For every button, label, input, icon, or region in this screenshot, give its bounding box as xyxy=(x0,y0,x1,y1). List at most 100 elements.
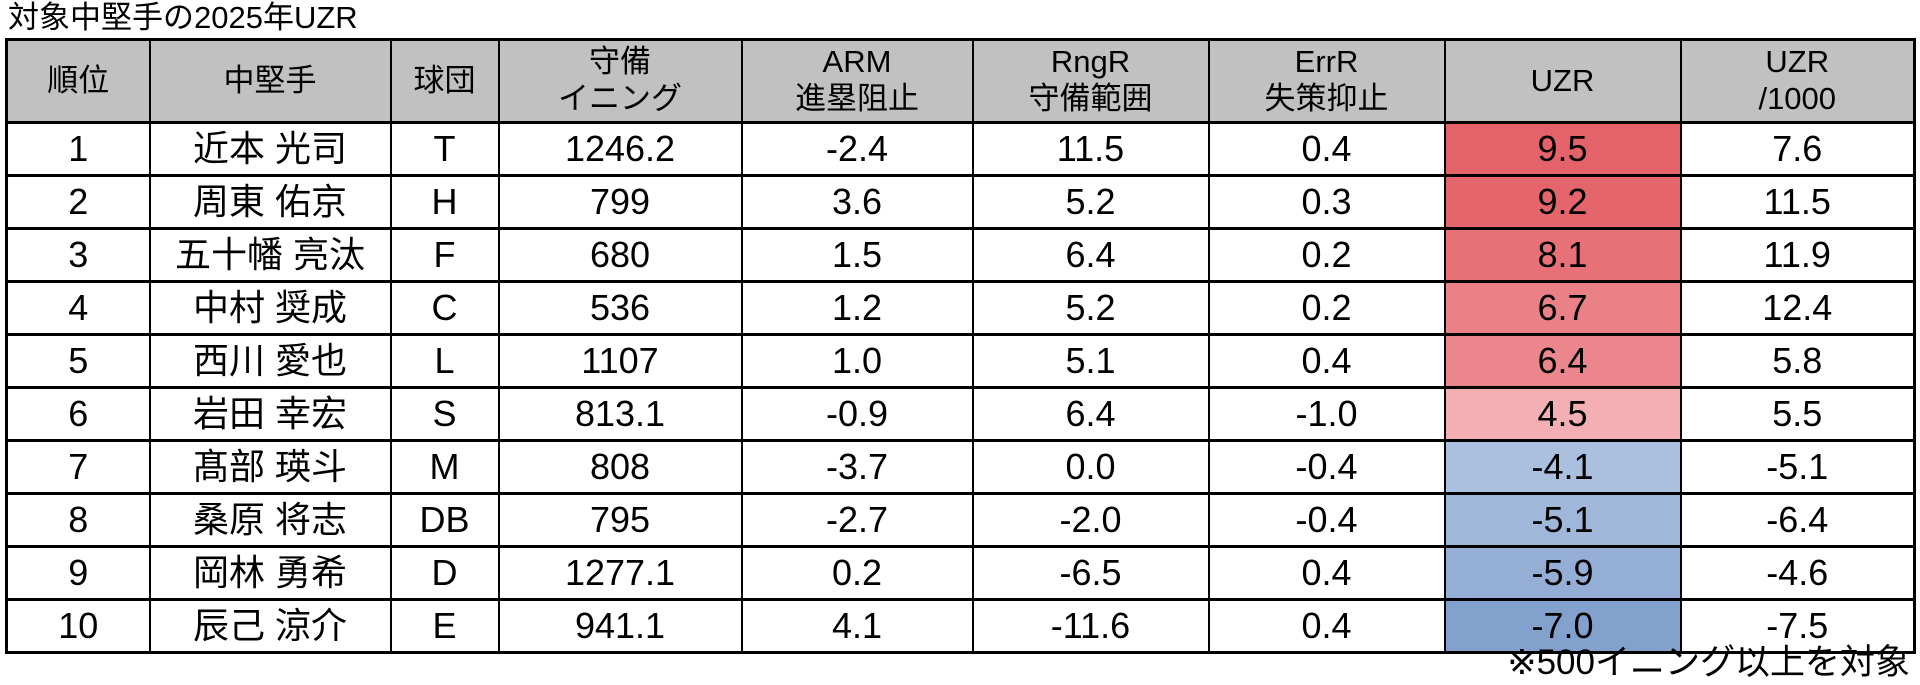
cell-errr: -0.4 xyxy=(1207,492,1446,548)
cell-uzr1000: 5.8 xyxy=(1679,333,1916,389)
cell-rngr: 5.2 xyxy=(971,174,1210,230)
column-header-innings: 守備 イニング xyxy=(497,38,743,124)
cell-player: 岩田 幸宏 xyxy=(148,386,392,442)
cell-player: 辰己 涼介 xyxy=(148,598,392,654)
cell-rank: 10 xyxy=(5,598,151,654)
table-row: 5 西川 愛也 L 1107 1.0 5.1 0.4 6.4 5.8 xyxy=(5,333,1916,389)
cell-team: D xyxy=(389,545,500,601)
column-header-uzr: UZR xyxy=(1443,38,1682,124)
cell-arm: -2.4 xyxy=(740,121,974,177)
cell-innings: 1277.1 xyxy=(497,545,743,601)
table-row: 10 辰己 涼介 E 941.1 4.1 -11.6 0.4 -7.0 -7.5 xyxy=(5,598,1916,654)
cell-errr: 0.2 xyxy=(1207,280,1446,336)
cell-arm: 1.0 xyxy=(740,333,974,389)
cell-uzr1000: 12.4 xyxy=(1679,280,1916,336)
column-header-arm: ARM 進塁阻止 xyxy=(740,38,974,124)
cell-arm: -3.7 xyxy=(740,439,974,495)
cell-team: T xyxy=(389,121,500,177)
table-row: 7 髙部 瑛斗 M 808 -3.7 0.0 -0.4 -4.1 -5.1 xyxy=(5,439,1916,495)
cell-arm: 3.6 xyxy=(740,174,974,230)
cell-uzr: -5.9 xyxy=(1443,545,1682,601)
cell-rngr: 5.2 xyxy=(971,280,1210,336)
cell-team: F xyxy=(389,227,500,283)
column-header-rank: 順位 xyxy=(5,38,151,124)
cell-arm: 4.1 xyxy=(740,598,974,654)
cell-uzr: -5.1 xyxy=(1443,492,1682,548)
cell-rank: 9 xyxy=(5,545,151,601)
cell-rank: 1 xyxy=(5,121,151,177)
cell-innings: 799 xyxy=(497,174,743,230)
cell-rank: 7 xyxy=(5,439,151,495)
cell-errr: 0.4 xyxy=(1207,333,1446,389)
table-row: 4 中村 奨成 C 536 1.2 5.2 0.2 6.7 12.4 xyxy=(5,280,1916,336)
cell-uzr1000: -5.1 xyxy=(1679,439,1916,495)
cell-uzr: 6.4 xyxy=(1443,333,1682,389)
cell-arm: 1.5 xyxy=(740,227,974,283)
cell-innings: 795 xyxy=(497,492,743,548)
cell-uzr: 6.7 xyxy=(1443,280,1682,336)
cell-rngr: 6.4 xyxy=(971,386,1210,442)
cell-team: H xyxy=(389,174,500,230)
cell-rngr: 6.4 xyxy=(971,227,1210,283)
cell-uzr: 4.5 xyxy=(1443,386,1682,442)
cell-uzr: -7.0 xyxy=(1443,598,1682,654)
cell-errr: 0.4 xyxy=(1207,121,1446,177)
cell-team: DB xyxy=(389,492,500,548)
cell-rank: 2 xyxy=(5,174,151,230)
table-row: 8 桑原 将志 DB 795 -2.7 -2.0 -0.4 -5.1 -6.4 xyxy=(5,492,1916,548)
cell-player: 西川 愛也 xyxy=(148,333,392,389)
table-row: 3 五十幡 亮汰 F 680 1.5 6.4 0.2 8.1 11.9 xyxy=(5,227,1916,283)
cell-uzr1000: -6.4 xyxy=(1679,492,1916,548)
table-row: 9 岡林 勇希 D 1277.1 0.2 -6.5 0.4 -5.9 -4.6 xyxy=(5,545,1916,601)
cell-uzr1000: 11.9 xyxy=(1679,227,1916,283)
cell-arm: -0.9 xyxy=(740,386,974,442)
cell-innings: 1107 xyxy=(497,333,743,389)
table-body: 1 近本 光司 T 1246.2 -2.4 11.5 0.4 9.5 7.6 2 周東 佑京 H 799… xyxy=(5,121,1916,654)
cell-rngr: 0.0 xyxy=(971,439,1210,495)
column-header-rngr: RngR 守備範囲 xyxy=(971,38,1210,124)
uzr-table: 順位 中堅手 球団 守備 イニング ARM 進塁阻止 RngR 守備範囲 ErrR 失策抑止… xyxy=(5,38,1916,654)
cell-arm: 1.2 xyxy=(740,280,974,336)
cell-rngr: 5.1 xyxy=(971,333,1210,389)
cell-innings: 941.1 xyxy=(497,598,743,654)
table-row: 2 周東 佑京 H 799 3.6 5.2 0.3 9.2 11.5 xyxy=(5,174,1916,230)
cell-player: 近本 光司 xyxy=(148,121,392,177)
cell-team: L xyxy=(389,333,500,389)
header-row: 順位 中堅手 球団 守備 イニング ARM 進塁阻止 RngR 守備範囲 ErrR 失策抑止… xyxy=(5,38,1916,124)
cell-rank: 4 xyxy=(5,280,151,336)
column-header-team: 球団 xyxy=(389,38,500,124)
cell-arm: -2.7 xyxy=(740,492,974,548)
cell-team: S xyxy=(389,386,500,442)
cell-player: 周東 佑京 xyxy=(148,174,392,230)
cell-rank: 3 xyxy=(5,227,151,283)
column-header-errr: ErrR 失策抑止 xyxy=(1207,38,1446,124)
cell-player: 岡林 勇希 xyxy=(148,545,392,601)
column-header-uzr1000: UZR /1000 xyxy=(1679,38,1916,124)
footer-note: ※500イニング以上を対象 xyxy=(1507,643,1910,682)
cell-rngr: -2.0 xyxy=(971,492,1210,548)
cell-uzr: 9.2 xyxy=(1443,174,1682,230)
page-title: 対象中堅手の2025年UZR xyxy=(8,0,358,35)
cell-uzr1000: 11.5 xyxy=(1679,174,1916,230)
cell-rngr: -11.6 xyxy=(971,598,1210,654)
cell-innings: 1246.2 xyxy=(497,121,743,177)
cell-team: E xyxy=(389,598,500,654)
cell-player: 桑原 将志 xyxy=(148,492,392,548)
cell-errr: 0.4 xyxy=(1207,598,1446,654)
table-row: 6 岩田 幸宏 S 813.1 -0.9 6.4 -1.0 4.5 5.5 xyxy=(5,386,1916,442)
cell-errr: 0.4 xyxy=(1207,545,1446,601)
cell-rank: 8 xyxy=(5,492,151,548)
cell-uzr: -4.1 xyxy=(1443,439,1682,495)
cell-team: C xyxy=(389,280,500,336)
cell-arm: 0.2 xyxy=(740,545,974,601)
cell-uzr1000: 5.5 xyxy=(1679,386,1916,442)
cell-rank: 5 xyxy=(5,333,151,389)
cell-innings: 813.1 xyxy=(497,386,743,442)
cell-uzr1000: -4.6 xyxy=(1679,545,1916,601)
cell-errr: 0.3 xyxy=(1207,174,1446,230)
cell-innings: 680 xyxy=(497,227,743,283)
table-row: 1 近本 光司 T 1246.2 -2.4 11.5 0.4 9.5 7.6 xyxy=(5,121,1916,177)
cell-rngr: 11.5 xyxy=(971,121,1210,177)
cell-rngr: -6.5 xyxy=(971,545,1210,601)
